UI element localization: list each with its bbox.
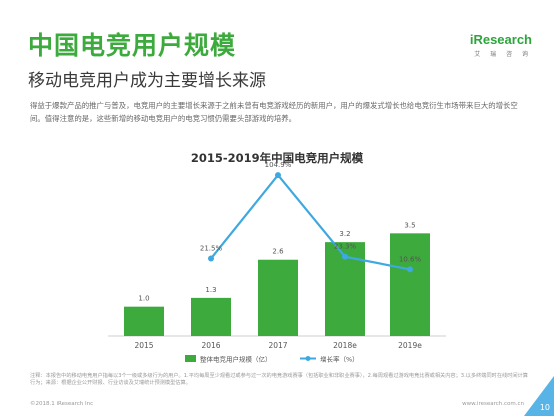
bar-label-2017: 2.6 [272, 248, 284, 256]
copyright: ©2018.1 iResearch Inc [30, 401, 94, 407]
bar-label-2015: 1.0 [138, 295, 149, 303]
bar-2019e [390, 233, 430, 336]
legend-line-marker [305, 356, 311, 361]
bar-label-2018e: 3.2 [339, 230, 350, 238]
bar-2015 [124, 306, 164, 336]
page-number: 10 [539, 403, 550, 412]
x-tick-2015: 2015 [134, 341, 153, 350]
bar-label-2016: 1.3 [205, 286, 216, 294]
growth-point-2016 [208, 255, 214, 262]
legend-bar-label: 整体电竞用户规模（亿） [200, 355, 272, 364]
iresearch-logo: iResearch 艾 瑞 咨 询 [470, 32, 532, 58]
corner-decoration [524, 376, 554, 416]
growth-label-2018e: 23.3% [334, 243, 357, 251]
x-tick-2018e: 2018e [333, 341, 357, 350]
footnotes: 注释：本报告中的移动电竞用户指每以3个一级或多级行为的用户。1.平均每周至少观看… [30, 373, 528, 386]
page-title: 中国电竞用户规模 [28, 31, 237, 60]
growth-point-2017 [275, 172, 281, 179]
logo-text: iResearch [469, 32, 532, 47]
growth-rate-line [210, 173, 411, 271]
growth-label-2019e: 10.6% [399, 255, 422, 263]
logo-subtext: 艾 瑞 咨 询 [474, 51, 532, 58]
bar-2017 [258, 259, 298, 336]
x-tick-2017: 2017 [268, 341, 287, 350]
growth-point-2019e [407, 266, 413, 273]
legend-bar-swatch [185, 355, 196, 362]
description-text: 得益于爆款产品的推广与普及，电竞用户的主要增长来源于之前未曾有电竞游戏经历的新用… [30, 101, 518, 123]
footer-url: www.iresearch.com.cn [462, 401, 524, 407]
growth-point-2018e [342, 253, 348, 260]
x-tick-2019e: 2019e [398, 341, 422, 350]
x-tick-2016: 2016 [201, 341, 220, 350]
chart-title: 2015-2019年中国电竞用户规模 [190, 151, 364, 165]
bar-label-2019e: 3.5 [404, 221, 415, 229]
legend-line-label: 增长率（%） [320, 355, 359, 364]
bar-2016 [191, 297, 231, 336]
growth-label-2017: 104.9% [265, 161, 292, 169]
page-subtitle: 移动电竞用户成为主要增长来源 [28, 71, 266, 91]
growth-label-2016: 21.5% [200, 245, 223, 253]
